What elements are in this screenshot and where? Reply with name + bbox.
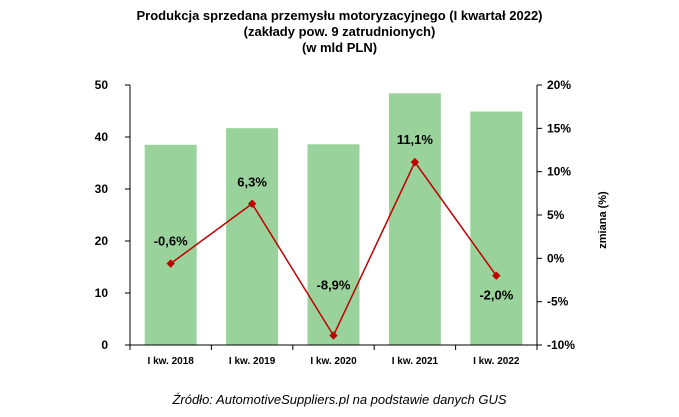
- right-tick-label-6: 20%: [547, 78, 571, 92]
- left-tick-label-0: 0: [101, 338, 108, 352]
- chart-title-line1: Produkcja sprzedana przemysłu motoryzacy…: [136, 8, 543, 23]
- change-point-1: [247, 199, 257, 208]
- source-note: Źródło: AutomotiveSuppliers.pl na podsta…: [172, 392, 507, 407]
- bar-1: [226, 128, 279, 345]
- line-series-group: [166, 157, 501, 340]
- right-tick-label-5: 15%: [547, 121, 571, 135]
- right-tick-label-4: 10%: [547, 165, 571, 179]
- x-category-label-3: I kw. 2021: [392, 356, 439, 367]
- right-tick-label-1: -5%: [547, 295, 569, 309]
- left-tick-label-1: 10: [95, 286, 109, 300]
- x-category-label-0: I kw. 2018: [148, 356, 195, 367]
- x-category-label-4: I kw. 2022: [473, 356, 520, 367]
- chart-title: Produkcja sprzedana przemysłu motoryzacy…: [0, 8, 679, 56]
- right-tick-label-3: 5%: [547, 208, 565, 222]
- change-label-1: 6,3%: [237, 175, 267, 190]
- x-category-label-1: I kw. 2019: [229, 356, 276, 367]
- bar-3: [388, 93, 441, 345]
- chart-title-line3: (w mld PLN): [301, 40, 378, 55]
- right-tick-label-0: -10%: [547, 338, 575, 352]
- bar-2: [307, 144, 360, 345]
- left-tick-label-3: 30: [95, 182, 109, 196]
- change-point-4: [492, 271, 501, 280]
- bar-0: [144, 144, 197, 345]
- change-point-0: [166, 259, 175, 268]
- right-axis-title: zmiana (%): [597, 191, 609, 249]
- chart-title-line2: (zakłady pow. 9 zatrudnionych): [243, 24, 436, 39]
- right-tick-label-2: 0%: [547, 251, 565, 265]
- bar-4: [470, 111, 523, 346]
- x-category-label-2: I kw. 2020: [310, 356, 357, 367]
- left-tick-label-2: 20: [95, 234, 109, 248]
- change-label-2: -8,9%: [317, 277, 351, 292]
- left-tick-label-5: 50: [95, 78, 109, 92]
- change-label-3: 11,1%: [397, 132, 434, 147]
- left-tick-label-4: 40: [95, 130, 109, 144]
- axes-group: 0 10 20 30 40 50 -10% -5% 0% 5% 10% 15% 20% I kw. 201…: [95, 78, 609, 367]
- bars-group: [144, 93, 523, 346]
- data-labels-group: -0,6% 6,3% -8,9% 11,1% -2,0%: [154, 132, 514, 303]
- change-label-4: -2,0%: [479, 288, 513, 303]
- change-label-0: -0,6%: [154, 234, 188, 249]
- change-point-2: [329, 331, 338, 340]
- change-point-3: [410, 157, 420, 167]
